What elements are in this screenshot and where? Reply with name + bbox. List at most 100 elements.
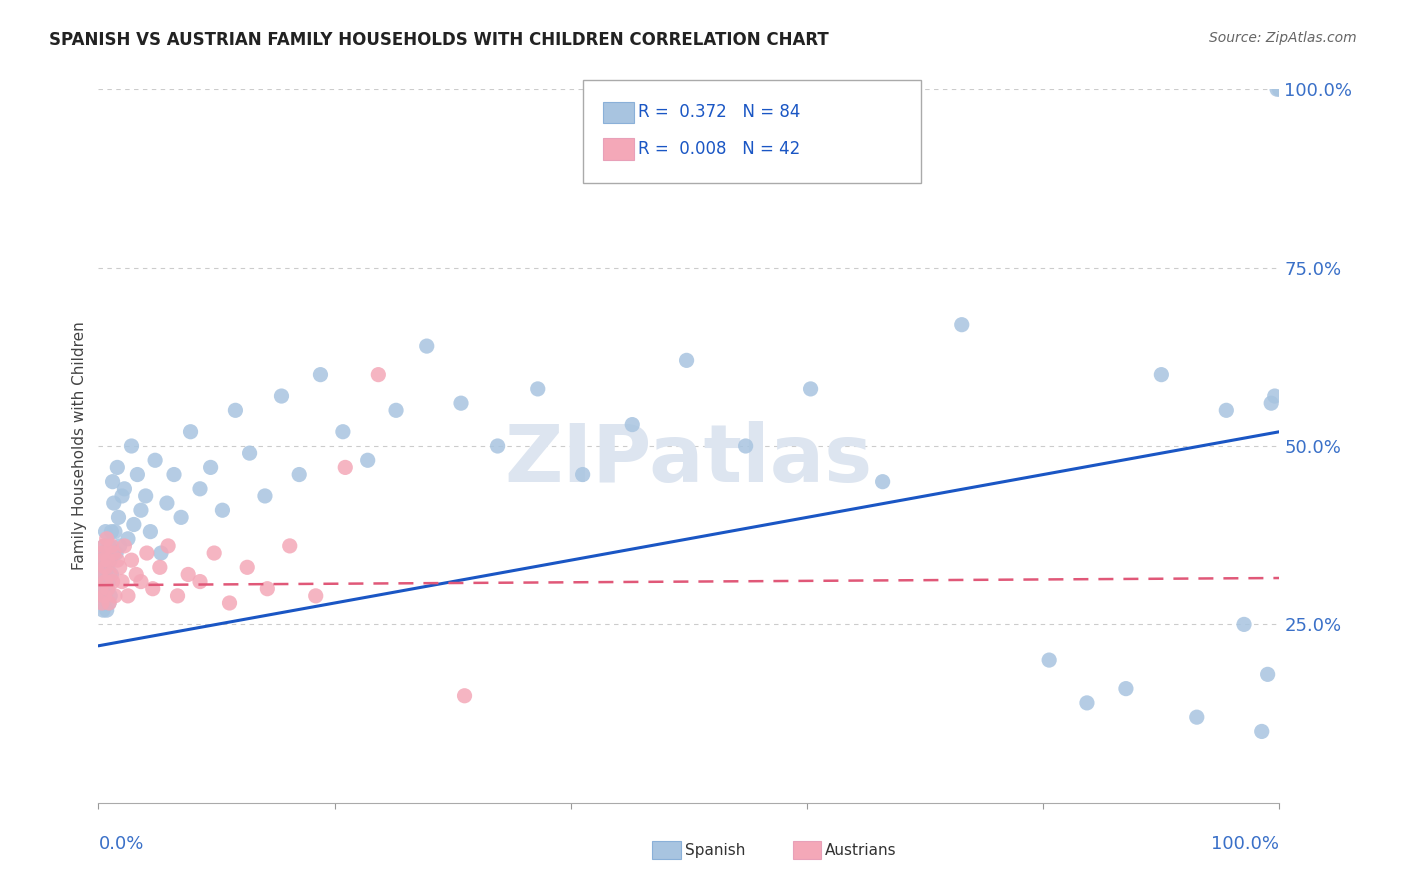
Point — [950, 318, 973, 332]
Point — [872, 475, 894, 489]
Point — [111, 574, 134, 589]
Point — [117, 589, 139, 603]
Point — [621, 417, 644, 432]
Point — [97, 582, 120, 596]
Point — [256, 582, 278, 596]
Point — [1038, 653, 1060, 667]
Point — [180, 425, 202, 439]
Point — [96, 603, 118, 617]
Point — [100, 567, 122, 582]
Point — [1265, 82, 1288, 96]
Point — [305, 589, 328, 603]
Point — [117, 532, 139, 546]
Point — [332, 425, 354, 439]
Point — [270, 389, 292, 403]
Point — [112, 482, 135, 496]
Point — [166, 589, 188, 603]
Point — [571, 467, 593, 482]
Point — [188, 574, 211, 589]
Point — [94, 524, 117, 539]
Point — [149, 560, 172, 574]
Point — [150, 546, 173, 560]
Point — [1115, 681, 1137, 696]
Text: 100.0%: 100.0% — [1212, 835, 1279, 853]
Point — [103, 546, 125, 560]
Point — [129, 503, 152, 517]
Point — [200, 460, 222, 475]
Text: SPANISH VS AUSTRIAN FAMILY HOUSEHOLDS WITH CHILDREN CORRELATION CHART: SPANISH VS AUSTRIAN FAMILY HOUSEHOLDS WI… — [49, 31, 830, 49]
Point — [91, 546, 114, 560]
Point — [224, 403, 246, 417]
Point — [111, 489, 134, 503]
Point — [450, 396, 472, 410]
Point — [1250, 724, 1272, 739]
Point — [288, 467, 311, 482]
Point — [1215, 403, 1237, 417]
Point — [94, 560, 117, 574]
Point — [91, 596, 114, 610]
Point — [188, 482, 211, 496]
Point — [90, 582, 112, 596]
Point — [1185, 710, 1208, 724]
Point — [125, 567, 148, 582]
Point — [122, 517, 145, 532]
Point — [1260, 396, 1282, 410]
Point — [98, 539, 121, 553]
Point — [97, 560, 120, 574]
Point — [93, 539, 115, 553]
Point — [121, 553, 143, 567]
Point — [98, 596, 121, 610]
Point — [357, 453, 380, 467]
Text: R =  0.372   N = 84: R = 0.372 N = 84 — [638, 103, 800, 121]
Point — [107, 510, 129, 524]
Point — [96, 546, 118, 560]
Point — [98, 574, 121, 589]
Point — [675, 353, 697, 368]
Point — [121, 439, 143, 453]
Point — [94, 589, 117, 603]
Point — [97, 582, 120, 596]
Point — [278, 539, 301, 553]
Point — [108, 539, 131, 553]
Point — [91, 553, 114, 567]
Point — [177, 567, 200, 582]
Point — [93, 539, 115, 553]
Point — [94, 567, 117, 582]
Point — [1257, 667, 1279, 681]
Point — [89, 567, 111, 582]
Point — [253, 489, 276, 503]
Text: ZIPatlas: ZIPatlas — [505, 421, 873, 500]
Point — [1264, 389, 1286, 403]
Point — [93, 589, 115, 603]
Point — [526, 382, 548, 396]
Point — [135, 546, 157, 560]
Point — [1268, 82, 1291, 96]
Point — [101, 574, 124, 589]
Point — [97, 553, 120, 567]
Point — [108, 560, 131, 574]
Point — [211, 503, 233, 517]
Point — [105, 546, 128, 560]
Point — [93, 582, 115, 596]
Point — [1076, 696, 1098, 710]
Point — [90, 582, 112, 596]
Text: Austrians: Austrians — [825, 843, 897, 857]
Point — [127, 467, 149, 482]
Point — [453, 689, 475, 703]
Point — [135, 489, 157, 503]
Point — [91, 603, 114, 617]
Y-axis label: Family Households with Children: Family Households with Children — [72, 322, 87, 570]
Point — [142, 582, 165, 596]
Text: 0.0%: 0.0% — [98, 835, 143, 853]
Point — [734, 439, 756, 453]
Point — [96, 574, 118, 589]
Point — [104, 524, 127, 539]
Point — [98, 553, 121, 567]
Point — [1150, 368, 1173, 382]
Point — [105, 460, 128, 475]
Point — [96, 532, 118, 546]
Point — [335, 460, 357, 475]
Point — [367, 368, 389, 382]
Point — [91, 546, 114, 560]
Point — [98, 589, 121, 603]
